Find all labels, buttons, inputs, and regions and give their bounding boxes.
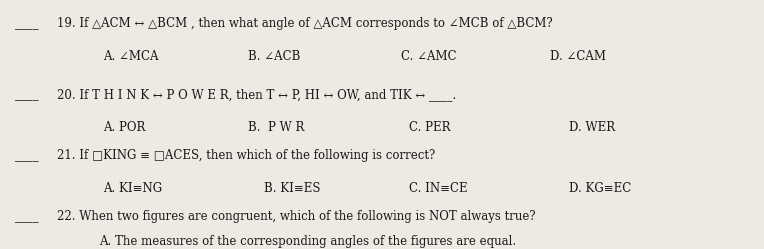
Text: 22. When two figures are congruent, which of the following is NOT always true?: 22. When two figures are congruent, whic… bbox=[57, 210, 536, 223]
Text: ____: ____ bbox=[15, 149, 39, 162]
Text: C. IN≡CE: C. IN≡CE bbox=[409, 182, 468, 195]
Text: B.  P W R: B. P W R bbox=[248, 121, 305, 134]
Text: A. POR: A. POR bbox=[103, 121, 145, 134]
Text: A. ∠MCA: A. ∠MCA bbox=[103, 50, 159, 63]
Text: ____: ____ bbox=[15, 88, 39, 101]
Text: A. KI≡NG: A. KI≡NG bbox=[103, 182, 162, 195]
Text: D. WER: D. WER bbox=[569, 121, 615, 134]
Text: 20. If T H I N K ↔ P O W E R, then T ↔ P, HI ↔ OW, and TIK ↔ ____.: 20. If T H I N K ↔ P O W E R, then T ↔ P… bbox=[57, 88, 457, 101]
Text: A. The measures of the corresponding angles of the figures are equal.: A. The measures of the corresponding ang… bbox=[99, 235, 516, 248]
Text: B. ∠ACB: B. ∠ACB bbox=[248, 50, 301, 63]
Text: D. KG≡EC: D. KG≡EC bbox=[569, 182, 631, 195]
Text: B. KI≡ES: B. KI≡ES bbox=[264, 182, 320, 195]
Text: 21. If □KING ≡ □ACES, then which of the following is correct?: 21. If □KING ≡ □ACES, then which of the … bbox=[57, 149, 435, 162]
Text: ____: ____ bbox=[15, 210, 39, 223]
Text: C. ∠AMC: C. ∠AMC bbox=[401, 50, 457, 63]
Text: C. PER: C. PER bbox=[409, 121, 450, 134]
Text: ____: ____ bbox=[15, 17, 39, 30]
Text: D. ∠CAM: D. ∠CAM bbox=[550, 50, 606, 63]
Text: 19. If △ACM ↔ △BCM , then what angle of △ACM corresponds to ∠MCB of △BCM?: 19. If △ACM ↔ △BCM , then what angle of … bbox=[57, 17, 553, 30]
